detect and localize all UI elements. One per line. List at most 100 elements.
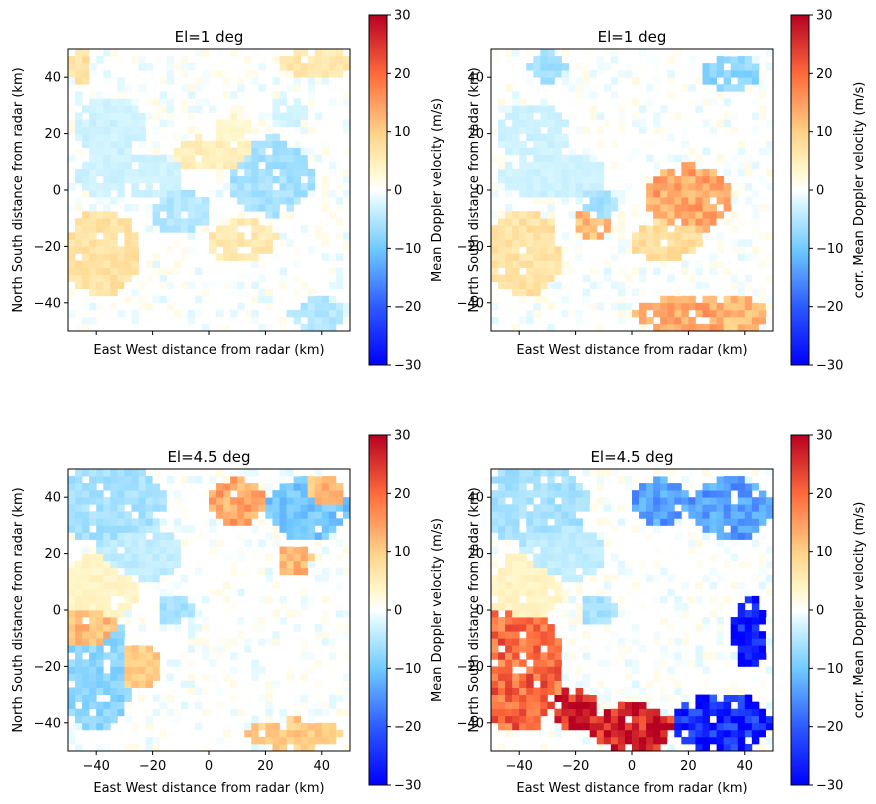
- field-cell: [89, 190, 97, 198]
- field-cell: [681, 168, 689, 177]
- field-cell: [646, 694, 654, 703]
- field-cell: [279, 567, 287, 576]
- field-cell: [730, 715, 739, 724]
- field-cell: [575, 232, 584, 240]
- field-cell: [300, 168, 309, 177]
- field-cell: [646, 316, 654, 325]
- field-cell: [660, 708, 668, 717]
- field-cell: [589, 560, 598, 569]
- field-cell: [159, 182, 168, 191]
- y-tick-label: −20: [457, 660, 484, 675]
- field-cell: [716, 476, 725, 484]
- field-cell: [96, 701, 104, 710]
- field-cell: [589, 154, 598, 163]
- field-cell: [180, 309, 189, 318]
- field-cell: [596, 553, 605, 562]
- field-cell: [554, 316, 562, 325]
- field-cell: [152, 574, 161, 583]
- field-cell: [265, 532, 273, 540]
- field-cell: [610, 49, 619, 57]
- field-cell: [187, 190, 196, 198]
- field-cell: [540, 63, 548, 71]
- field-cell: [75, 218, 83, 226]
- field-cell: [653, 673, 661, 681]
- field-cell: [124, 567, 132, 576]
- field-cell: [617, 504, 626, 512]
- field-cell: [716, 511, 725, 519]
- field-cell: [166, 602, 175, 611]
- field-cell: [730, 225, 739, 233]
- field-cell: [688, 197, 696, 205]
- field-cell: [639, 274, 647, 283]
- field-cell: [68, 105, 76, 113]
- field-cell: [96, 645, 104, 653]
- field-cell: [159, 701, 168, 710]
- field-cell: [533, 182, 541, 191]
- field-cell: [286, 239, 294, 247]
- field-cell: [702, 175, 710, 184]
- field-cell: [540, 197, 548, 205]
- field-cell: [737, 161, 746, 170]
- field-cell: [96, 708, 104, 717]
- field-cell: [265, 553, 273, 562]
- field-cell: [230, 126, 238, 134]
- field-cell: [519, 588, 527, 597]
- field-cell: [307, 490, 316, 498]
- field-cell: [674, 182, 682, 191]
- field-cell: [526, 281, 534, 290]
- field-cell: [321, 302, 330, 311]
- field-cell: [152, 168, 161, 177]
- field-cell: [681, 190, 689, 198]
- field-cell: [667, 56, 675, 64]
- field-cell: [744, 316, 753, 325]
- field-cell: [582, 232, 591, 240]
- field-cell: [568, 539, 576, 547]
- field-cell: [335, 63, 344, 71]
- field-cell: [293, 743, 302, 751]
- field-cell: [68, 673, 76, 681]
- field-cell: [533, 225, 541, 233]
- field-cell: [702, 63, 710, 71]
- field-cell: [547, 729, 555, 738]
- field-cell: [681, 126, 689, 134]
- field-cell: [653, 232, 661, 240]
- panel-2-ylabel: North South distance from radar (km): [467, 67, 482, 312]
- field-cell: [131, 204, 139, 212]
- field-cell: [68, 631, 76, 639]
- field-cell: [216, 154, 224, 163]
- field-cell: [272, 497, 280, 505]
- field-cell: [293, 694, 302, 703]
- field-cell: [526, 574, 534, 583]
- field-cell: [251, 490, 259, 498]
- field-cell: [575, 246, 584, 254]
- field-cell: [68, 504, 76, 512]
- field-cell: [702, 302, 710, 311]
- field-cell: [201, 288, 210, 297]
- field-cell: [152, 105, 161, 113]
- field-cell: [737, 729, 746, 738]
- field-cell: [159, 91, 168, 99]
- field-cell: [589, 302, 598, 311]
- field-cell: [716, 743, 725, 751]
- field-cell: [744, 309, 753, 318]
- field-cell: [251, 525, 259, 533]
- field-cell: [75, 175, 83, 184]
- field-cell: [328, 525, 337, 533]
- field-cell: [145, 708, 153, 717]
- field-cell: [209, 504, 217, 512]
- field-cell: [293, 246, 302, 254]
- field-cell: [632, 694, 640, 703]
- field-cell: [131, 588, 139, 597]
- field-cell: [279, 267, 287, 275]
- field-cell: [279, 490, 287, 498]
- field-cell: [639, 267, 647, 275]
- field-cell: [688, 483, 696, 491]
- field-cell: [540, 182, 548, 191]
- field-cell: [681, 84, 689, 92]
- field-cell: [89, 673, 97, 681]
- field-cell: [216, 211, 224, 219]
- field-cell: [695, 105, 703, 113]
- field-cell: [519, 140, 527, 149]
- field-cell: [152, 525, 161, 533]
- field-cell: [103, 98, 111, 106]
